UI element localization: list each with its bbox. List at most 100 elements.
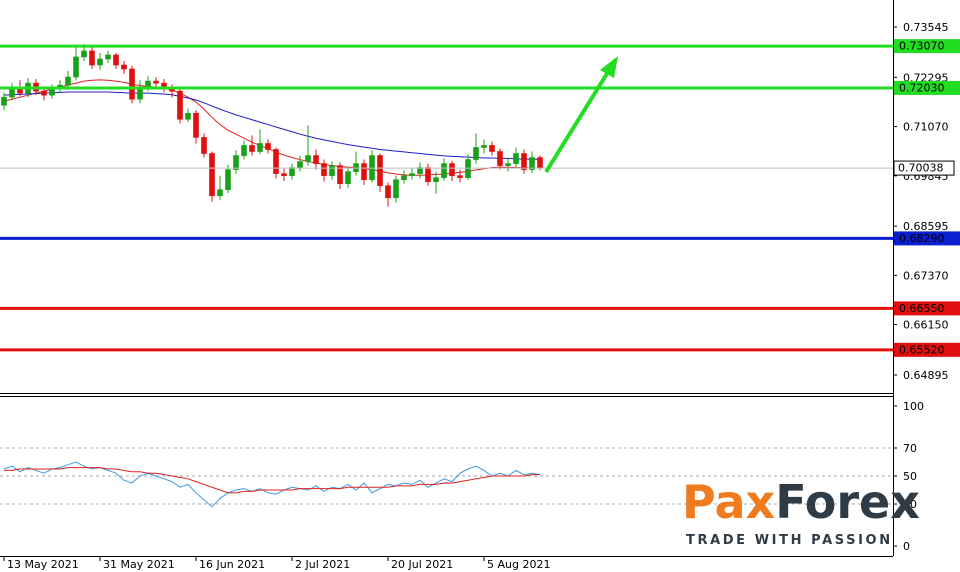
candle-body (209, 153, 215, 197)
forecast-arrow (544, 56, 618, 174)
candle-body (145, 80, 151, 88)
candle-body (337, 165, 343, 184)
candle-body (73, 56, 79, 78)
indicator-line (3, 461, 541, 508)
x-tick-label: 20 Jul 2021 (391, 558, 453, 571)
candle-body (297, 161, 303, 168)
candle-body (449, 163, 455, 176)
candle-body (81, 50, 87, 58)
candle-body (441, 163, 447, 178)
candle-body (193, 112, 199, 138)
candle-body (521, 153, 527, 170)
x-tick-label: 16 Jun 2021 (199, 558, 265, 571)
candle-body (201, 137, 207, 154)
level-label: 0.73070 (899, 40, 945, 53)
level-label-box (894, 39, 960, 54)
candle-body (49, 88, 55, 96)
candle-body (233, 155, 239, 170)
candle-body (289, 167, 295, 176)
candle-body (65, 76, 71, 86)
logo-tagline: TRADE WITH PASSION (686, 533, 893, 548)
candle-body (97, 58, 103, 66)
y-tick-label: 70 (903, 442, 917, 455)
candle-body (105, 54, 111, 60)
level-label: 0.72030 (899, 81, 945, 94)
candle-body (433, 177, 439, 182)
level-label-box (894, 80, 960, 95)
y-tick-label: 0 (903, 540, 910, 553)
candle-body (185, 112, 191, 120)
candle-body (513, 153, 519, 164)
y-tick-label: 0.73545 (903, 21, 949, 34)
candle-body (177, 90, 183, 120)
arrow-head (600, 56, 618, 78)
candle-body (225, 169, 231, 191)
level-label-box (894, 342, 960, 357)
candle-body (401, 175, 407, 180)
candle-body (385, 185, 391, 199)
candle-body (529, 157, 535, 170)
y-tick-label: 100 (903, 400, 924, 413)
level-label: 0.65520 (899, 343, 945, 356)
candle-body (113, 54, 119, 66)
level-label-box (894, 231, 960, 246)
logo-brand-left: Pax (682, 475, 775, 529)
candle-body (473, 147, 479, 160)
candle-body (537, 157, 543, 169)
x-tick-label: 5 Aug 2021 (487, 558, 550, 571)
candle-body (489, 145, 495, 152)
last-price-box (893, 160, 955, 176)
candle-body (313, 155, 319, 164)
marks: 0.735450.722950.710700.698450.685950.673… (0, 21, 960, 571)
y-tick-label: 0.66150 (903, 318, 949, 331)
candle-body (273, 149, 279, 174)
y-tick-label: 50 (903, 470, 917, 483)
candle-body (505, 163, 511, 166)
level-label-box (894, 301, 960, 316)
candle-body (1, 96, 7, 106)
candle-body (121, 64, 127, 70)
level-label: 0.66550 (899, 302, 945, 315)
candle-body (361, 163, 367, 180)
candle-body (377, 155, 383, 186)
candle-body (89, 50, 95, 66)
candle-body (321, 163, 327, 176)
candle-body (153, 80, 159, 84)
logo-brand: PaxForex (682, 475, 920, 529)
moving-average (3, 91, 541, 161)
logo-brand-right: Forex (775, 475, 920, 529)
x-tick-label: 13 May 2021 (7, 558, 79, 571)
candle-body (129, 68, 135, 100)
candle-body (41, 90, 47, 96)
y-tick-label: 30 (903, 498, 917, 511)
candle-body (257, 143, 263, 152)
candle-body (329, 165, 335, 176)
candle-body (217, 189, 223, 197)
y-tick-label: 0.71070 (903, 121, 949, 134)
candle-body (393, 179, 399, 199)
indicator-line (4, 467, 540, 494)
candle-body (265, 143, 271, 150)
candle-body (425, 167, 431, 182)
candle-body (345, 171, 351, 184)
candle-body (249, 145, 255, 152)
candle-body (409, 173, 415, 176)
y-tick-label: 0.64895 (903, 369, 949, 382)
candle-body (305, 155, 311, 162)
candle-body (497, 151, 503, 166)
y-tick-label: 0.67370 (903, 269, 949, 282)
x-tick-label: 31 May 2021 (103, 558, 175, 571)
candle-body (481, 145, 487, 148)
level-label: 0.68290 (899, 232, 945, 245)
last-price-label: 0.70038 (898, 162, 944, 175)
y-tick-label: 0.68595 (903, 220, 949, 233)
arrow-shaft (544, 70, 610, 174)
candle-body (465, 159, 471, 178)
x-tick-label: 2 Jul 2021 (295, 558, 350, 571)
logo: PaxForex TRADE WITH PASSION (682, 475, 920, 548)
candle-body (457, 175, 463, 178)
candle-body (241, 145, 247, 156)
candle-body (281, 173, 287, 176)
